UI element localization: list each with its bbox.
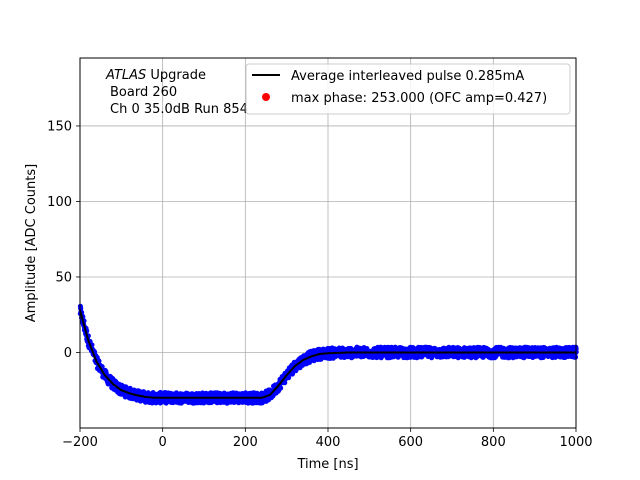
y-tick-label: 100 [47,195,72,210]
x-tick-label: 1000 [559,435,592,450]
annotation-line-2: Board 260 [110,85,177,100]
y-tick-label: 0 [64,346,72,361]
x-tick-label: 800 [481,435,506,450]
x-axis-label: Time [ns] [296,457,358,472]
x-tick-label: −200 [62,435,98,450]
y-tick-label: 150 [47,119,72,134]
legend: Average interleaved pulse 0.285mA max ph… [246,64,570,114]
y-tick-label: 50 [55,270,72,285]
x-tick-label: 600 [398,435,423,450]
legend-entry-max-phase: max phase: 253.000 (OFC amp=0.427) [291,91,547,106]
annotation-line-1: ATLAS Upgrade [105,68,206,83]
y-axis-label: Amplitude [ADC Counts] [24,164,39,322]
annotation-atlas: ATLAS [105,68,146,83]
annotation-upgrade: Upgrade [146,68,206,83]
x-tick-label: 0 [159,435,167,450]
annotation-line-3: Ch 0 35.0dB Run 854 [110,102,248,117]
legend-entry-average: Average interleaved pulse 0.285mA [291,69,524,84]
x-tick-label: 400 [316,435,341,450]
sample-point [456,355,461,360]
x-tick-label: 200 [233,435,258,450]
legend-dot-marker [262,93,270,101]
